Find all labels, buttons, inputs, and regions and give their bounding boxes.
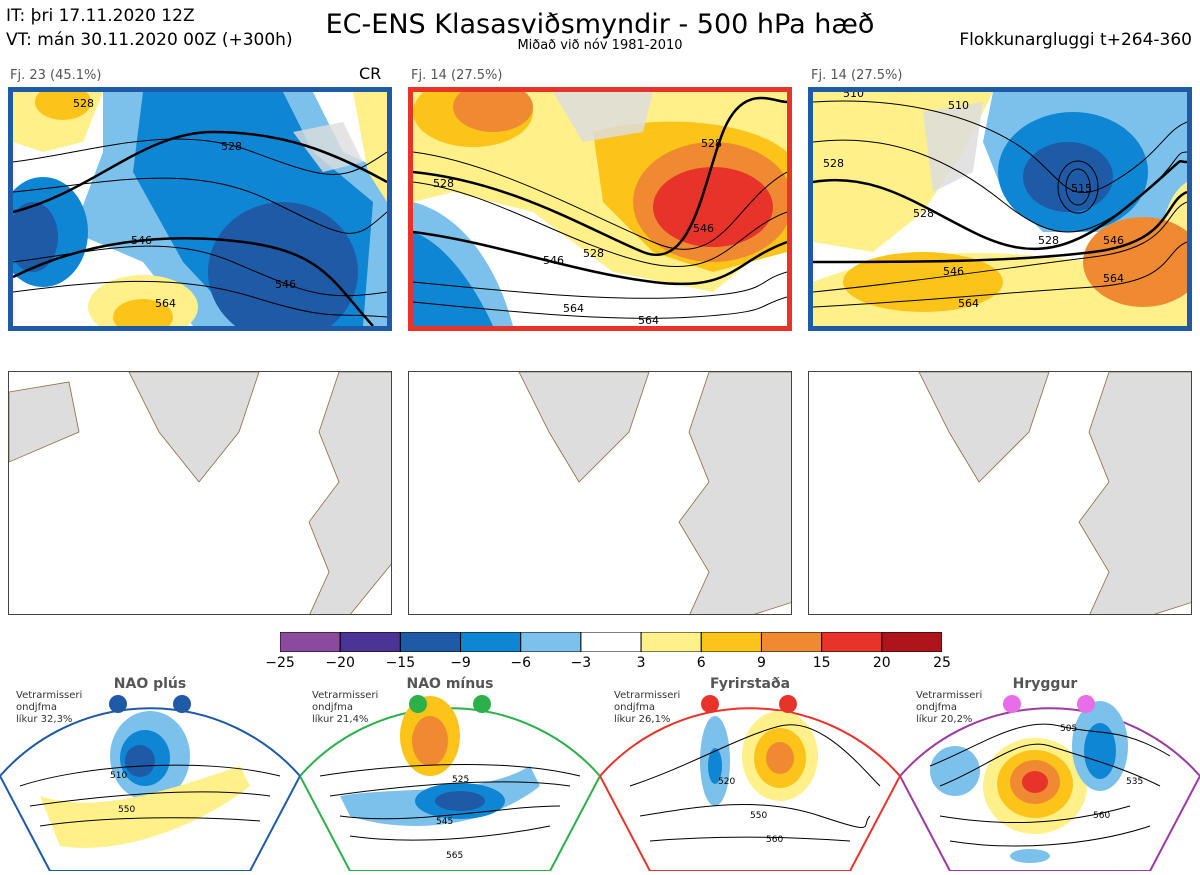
contour-label: 546 xyxy=(543,254,564,267)
contour-label: 528 xyxy=(913,207,934,220)
contour-label: 535 xyxy=(1126,777,1143,787)
contour-label: 564 xyxy=(958,297,979,310)
window-label: Flokkunargluggi t+264-360 xyxy=(959,30,1192,50)
colorbar-swatch xyxy=(640,632,702,652)
contour-label: 528 xyxy=(433,177,454,190)
contour-label: 528 xyxy=(1038,234,1059,247)
contour-label: 515 xyxy=(1071,182,1092,195)
cluster-3-label: Fj. 14 (27.5%) xyxy=(811,68,903,83)
contour-label: 528 xyxy=(701,137,722,150)
contour-label: 564 xyxy=(155,297,176,310)
colorbar-tick-label: −15 xyxy=(385,655,416,671)
colorbar-swatch xyxy=(339,632,401,652)
colorbar-tick-label: −6 xyxy=(510,655,532,671)
regime-title: NAO plús xyxy=(113,676,187,692)
colorbar-swatch xyxy=(881,632,942,652)
cluster-2-label: Fj. 14 (27.5%) xyxy=(411,68,503,83)
colorbar-swatch xyxy=(821,632,883,652)
valid-time: VT: mán 30.11.2020 00Z (+300h) xyxy=(6,30,293,50)
contour-label: 550 xyxy=(750,811,767,821)
contour-label: 510 xyxy=(843,92,864,100)
colorbar-tick-label: 15 xyxy=(812,655,831,671)
contour-label: 546 xyxy=(275,278,296,291)
contour-label: 546 xyxy=(693,222,714,235)
regime-title: Fyrirstaða xyxy=(709,676,791,692)
colorbar-swatch xyxy=(520,632,582,652)
regime-nao-plus: 510 550 NAO plús Vetrarmisseri ondjfma lík… xyxy=(0,676,302,872)
contour-label: 528 xyxy=(221,140,242,153)
regime-note: Vetrarmisseri ondjfma líkur 26,1% xyxy=(614,690,681,725)
colorbar-tick-label: 20 xyxy=(872,655,891,671)
colorbar-swatch xyxy=(399,632,462,652)
contour-label: 560 xyxy=(1093,811,1110,821)
contour-label: 546 xyxy=(1103,234,1124,247)
colorbar-tick-label: 9 xyxy=(756,655,766,671)
colorbar-tick-label: 25 xyxy=(933,655,951,671)
contour-label: 564 xyxy=(1103,272,1124,285)
colorbar-swatch xyxy=(760,632,823,652)
colorbar-swatch xyxy=(460,632,522,652)
contour-label: 528 xyxy=(583,247,604,260)
contour-label: 510 xyxy=(948,99,969,112)
regime-ridge: 505 535 560 Hryggur Vetrarmisseri ondjfma… xyxy=(898,676,1200,872)
contour-label: 560 xyxy=(766,835,783,845)
cluster-2-map: 528 528 546 546 528 564 564 xyxy=(408,87,792,331)
colorbar-swatch xyxy=(700,632,762,652)
contour-label: 520 xyxy=(718,777,735,787)
colorbar-tick-label: 6 xyxy=(696,655,706,671)
colorbar-tick-label: −20 xyxy=(325,655,355,671)
regime-nao-minus: 525 545 565 NAO mínus Vetrarmisseri ondjf… xyxy=(298,676,602,872)
init-time: IT: þri 17.11.2020 12Z xyxy=(6,6,195,26)
contour-label: 565 xyxy=(446,851,463,861)
contour-label: 564 xyxy=(563,302,584,315)
base-map-3 xyxy=(808,371,1192,615)
contour-label: 510 xyxy=(110,771,127,781)
regime-note: Vetrarmisseri ondjfma líkur 20,2% xyxy=(916,690,983,725)
regime-title: NAO mínus xyxy=(406,676,494,692)
colorbar-swatch xyxy=(580,632,642,652)
regime-note: Vetrarmisseri ondjfma líkur 21,4% xyxy=(312,690,379,725)
base-map-1 xyxy=(8,371,392,615)
cluster-3-map: 510 510 528 528 528 546 546 564 564 515 xyxy=(808,87,1192,331)
cluster-1-label: Fj. 23 (45.1%) xyxy=(10,68,102,83)
colorbar-tick-label: 3 xyxy=(636,655,646,671)
colorbar-tick-label: −25 xyxy=(265,655,295,671)
page-title: EC-ENS Klasasviðsmyndir - 500 hPa hæð xyxy=(325,9,875,40)
contour-label: 550 xyxy=(118,805,135,815)
base-map-2 xyxy=(408,371,792,615)
regime-blocking: 520 550 560 Fyrirstaða Vetrarmisseri ondj… xyxy=(598,676,902,872)
colorbar xyxy=(280,632,942,652)
contour-label: 546 xyxy=(943,265,964,278)
colorbar-tick-label: −9 xyxy=(450,655,471,671)
contour-label: 525 xyxy=(452,775,469,785)
contour-label: 528 xyxy=(73,97,94,110)
cluster-1-tag: CR xyxy=(359,64,382,83)
contour-label: 564 xyxy=(638,314,659,326)
regime-title: Hryggur xyxy=(1012,676,1078,692)
contour-label: 545 xyxy=(436,817,453,827)
cluster-1-map: 528 528 546 546 564 xyxy=(8,87,392,331)
colorbar-tick-label: −3 xyxy=(570,655,592,671)
page-subtitle: Miðað við nóv 1981-2010 xyxy=(517,38,683,53)
regime-note: Vetrarmisseri ondjfma líkur 32,3% xyxy=(16,690,83,725)
colorbar-swatch xyxy=(280,632,341,652)
contour-label: 505 xyxy=(1060,724,1077,734)
contour-label: 546 xyxy=(131,234,152,247)
contour-label: 528 xyxy=(823,157,844,170)
